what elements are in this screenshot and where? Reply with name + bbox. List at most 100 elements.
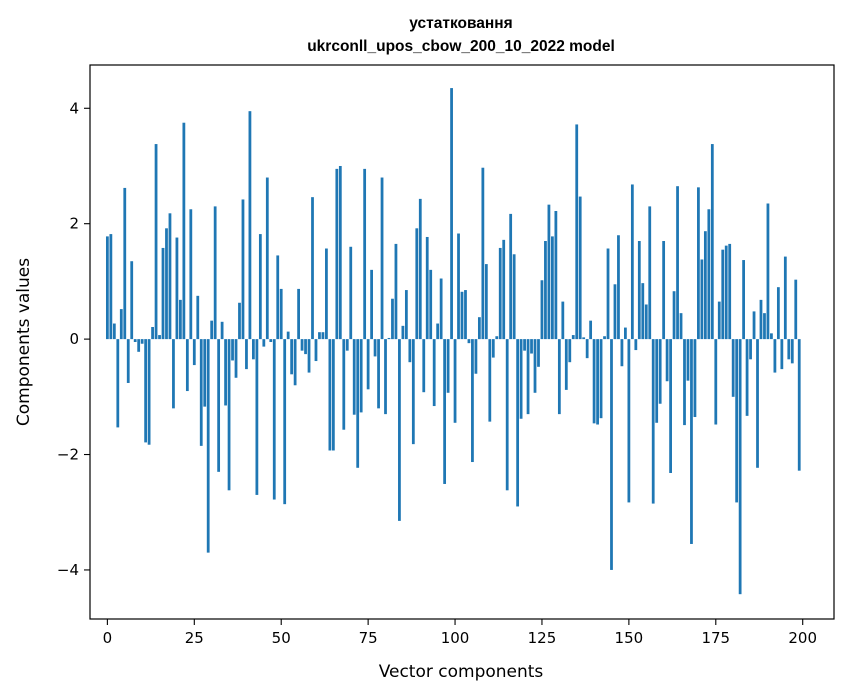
bar	[610, 339, 613, 570]
bar	[359, 339, 363, 413]
bar	[728, 243, 732, 340]
x-axis-label: Vector components	[379, 662, 544, 682]
bar	[179, 299, 182, 340]
bar	[279, 288, 283, 340]
bar	[735, 339, 739, 503]
bar	[464, 290, 467, 340]
y-tick-label: 0	[69, 330, 79, 348]
bar	[387, 337, 391, 340]
bar	[286, 331, 290, 340]
bar	[276, 255, 280, 340]
bar	[213, 206, 217, 340]
bar	[780, 339, 784, 370]
y-tick-label: 4	[69, 99, 79, 117]
bar	[488, 339, 492, 422]
bar	[509, 213, 513, 340]
bar	[224, 339, 227, 406]
bar	[245, 339, 248, 370]
bar	[724, 245, 728, 340]
x-tick-label: 50	[272, 629, 291, 647]
bar	[425, 236, 429, 340]
bar	[297, 288, 300, 340]
bar	[272, 339, 276, 500]
bar	[116, 339, 120, 428]
bar	[206, 339, 210, 553]
bar	[627, 339, 631, 503]
bar	[714, 339, 718, 425]
bar	[252, 339, 255, 360]
bar	[404, 290, 408, 340]
chart-subtitle: ukrconll_upos_cbow_200_10_2022 model	[307, 38, 615, 55]
bar	[773, 339, 777, 373]
bar	[238, 302, 241, 340]
bar	[373, 339, 377, 357]
bar	[700, 259, 704, 340]
bar	[710, 144, 714, 340]
bar	[634, 339, 638, 351]
bar	[669, 339, 672, 473]
bar	[328, 339, 332, 451]
bar	[554, 211, 558, 340]
bar	[516, 339, 520, 507]
bar	[182, 122, 186, 340]
bar	[203, 339, 207, 407]
x-tick-label: 125	[528, 629, 557, 647]
bar	[398, 339, 401, 521]
bar	[196, 295, 200, 340]
bar	[731, 339, 735, 397]
bar	[325, 248, 328, 340]
bar	[109, 234, 113, 340]
x-tick-label: 25	[185, 629, 204, 647]
chart-title: устатковання	[409, 15, 512, 32]
bar	[641, 283, 645, 340]
y-axis-ticks: −4 −2 0 2 4	[57, 99, 90, 579]
bar	[648, 206, 652, 340]
bar	[321, 332, 325, 340]
bar	[512, 254, 516, 340]
bar	[683, 339, 686, 426]
y-tick-label: 2	[69, 215, 79, 233]
bar	[630, 184, 634, 340]
bar	[290, 339, 294, 375]
bar	[366, 339, 370, 390]
bar	[318, 332, 321, 340]
bar	[537, 339, 540, 367]
bar	[599, 339, 603, 419]
bar	[662, 241, 666, 340]
bar	[557, 339, 561, 415]
bars-group	[105, 88, 801, 595]
bar	[551, 236, 554, 340]
bar	[498, 247, 502, 340]
bar	[707, 209, 711, 340]
bar	[759, 299, 763, 340]
bar	[564, 339, 568, 390]
bar	[450, 88, 453, 340]
bar	[210, 320, 214, 340]
bar	[530, 339, 533, 354]
bar	[154, 144, 158, 340]
bar	[352, 339, 356, 415]
bar	[495, 336, 499, 340]
bar	[429, 269, 433, 340]
bar	[790, 339, 794, 364]
bar	[342, 339, 346, 430]
bar	[415, 228, 419, 340]
bar	[338, 165, 342, 340]
bar	[693, 339, 697, 418]
bar	[651, 339, 655, 504]
bar	[126, 339, 130, 383]
bar	[571, 335, 575, 340]
bar	[370, 269, 373, 340]
bar	[665, 339, 669, 382]
bar	[283, 339, 287, 505]
bar	[123, 187, 127, 340]
bar	[672, 291, 676, 340]
bar	[620, 339, 624, 367]
bar	[408, 339, 412, 363]
bar	[401, 325, 405, 340]
bar	[161, 247, 165, 340]
plot-frame	[89, 64, 835, 620]
bar	[592, 339, 596, 424]
bar	[617, 235, 620, 340]
bar	[690, 339, 693, 544]
